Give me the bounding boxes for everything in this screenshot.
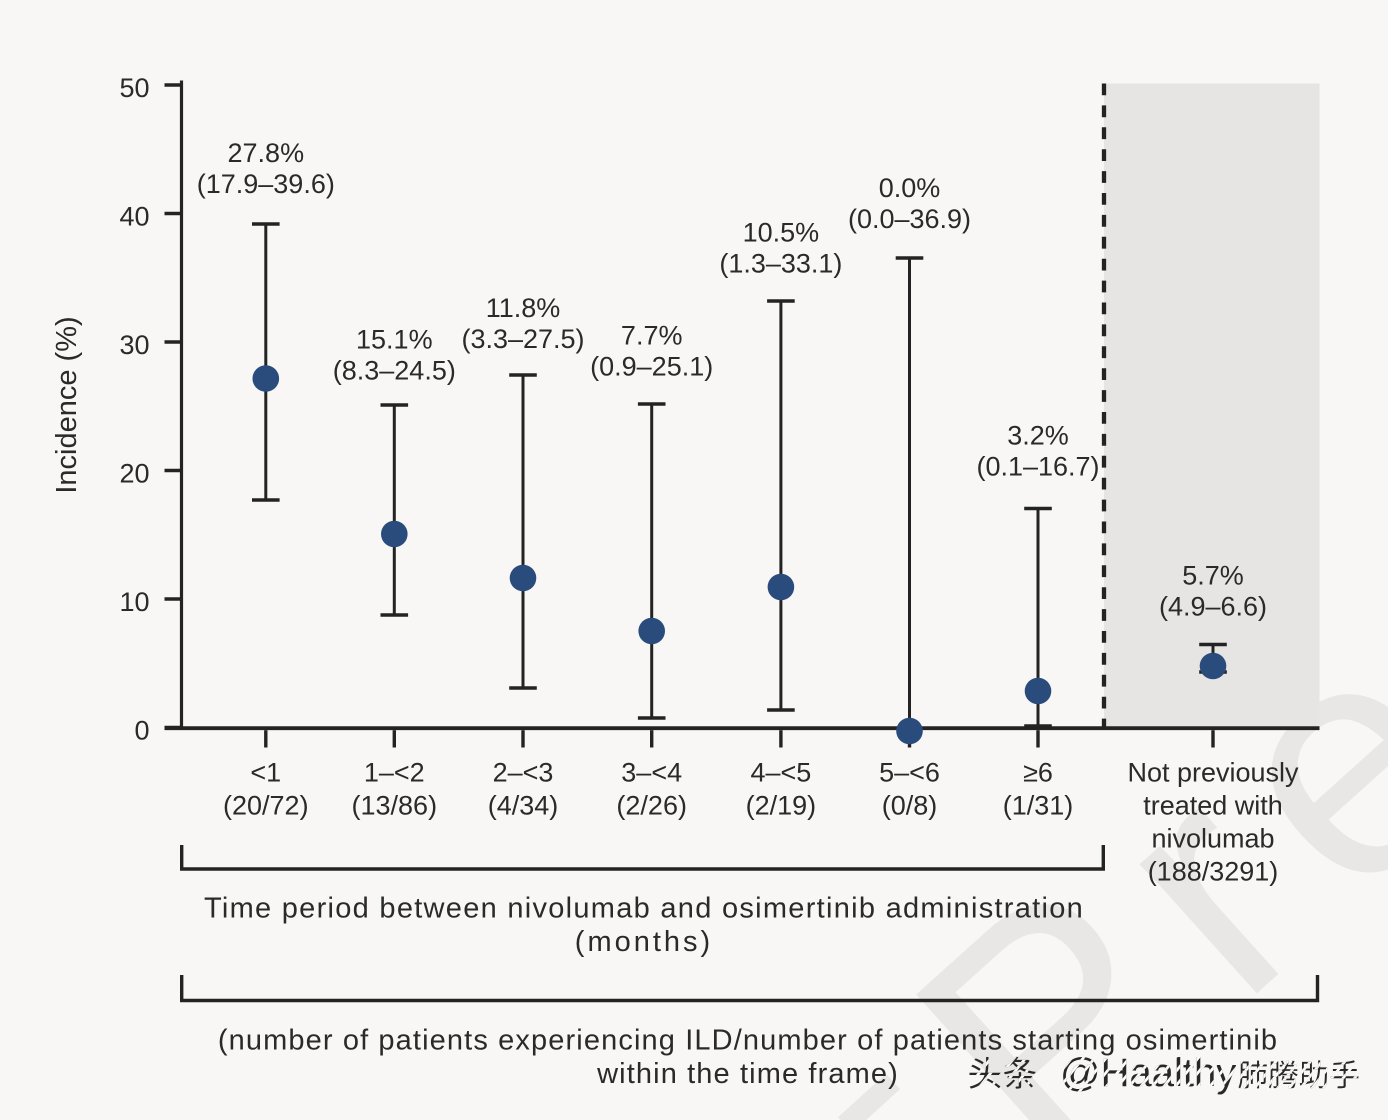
svg-text:(8.3–24.5): (8.3–24.5) xyxy=(333,356,456,386)
svg-text:(0.9–25.1): (0.9–25.1) xyxy=(590,352,713,382)
svg-text:30: 30 xyxy=(119,330,149,360)
svg-text:1–<2: 1–<2 xyxy=(364,758,425,788)
svg-text:20: 20 xyxy=(119,459,149,489)
svg-text:11.8%: 11.8% xyxy=(486,293,561,323)
svg-text:(2/26): (2/26) xyxy=(616,791,687,821)
svg-text:@Haalthy: @Haalthy xyxy=(1060,1051,1236,1095)
svg-text:3–<4: 3–<4 xyxy=(621,758,682,788)
svg-text:(4/34): (4/34) xyxy=(488,791,559,821)
svg-text:(2/19): (2/19) xyxy=(746,791,817,821)
svg-text:(1.3–33.1): (1.3–33.1) xyxy=(719,249,842,279)
svg-text:(188/3291): (188/3291) xyxy=(1148,857,1279,887)
svg-text:5.7%: 5.7% xyxy=(1182,561,1244,591)
svg-text:4–<5: 4–<5 xyxy=(750,758,811,788)
svg-text:<1: <1 xyxy=(250,758,281,788)
svg-text:(1/31): (1/31) xyxy=(1003,791,1074,821)
svg-text:(3.3–27.5): (3.3–27.5) xyxy=(461,324,584,354)
svg-text:10: 10 xyxy=(119,587,149,617)
svg-text:5–<6: 5–<6 xyxy=(879,758,940,788)
svg-text:treated with: treated with xyxy=(1143,791,1283,821)
svg-text:15.1%: 15.1% xyxy=(356,325,433,355)
svg-text:(20/72): (20/72) xyxy=(223,791,309,821)
svg-text:Not previously: Not previously xyxy=(1127,758,1299,788)
svg-text:Time period between nivolumab: Time period between nivolumab and osimer… xyxy=(204,893,1084,925)
svg-text:(17.9–39.6): (17.9–39.6) xyxy=(197,169,335,199)
svg-text:0.0%: 0.0% xyxy=(879,173,941,203)
svg-text:(0.0–36.9): (0.0–36.9) xyxy=(848,204,971,234)
svg-text:40: 40 xyxy=(119,202,149,232)
svg-text:(months): (months) xyxy=(575,926,713,958)
svg-text:50: 50 xyxy=(119,73,149,103)
svg-text:2–<3: 2–<3 xyxy=(493,758,554,788)
svg-text:(13/86): (13/86) xyxy=(352,791,438,821)
svg-text:27.8%: 27.8% xyxy=(228,138,305,168)
svg-text:≥6: ≥6 xyxy=(1023,758,1053,788)
svg-text:10.5%: 10.5% xyxy=(743,218,820,248)
svg-text:7.7%: 7.7% xyxy=(621,321,683,351)
svg-text:nivolumab: nivolumab xyxy=(1151,824,1274,854)
svg-text:0: 0 xyxy=(134,716,149,746)
svg-text:within the time frame): within the time frame) xyxy=(596,1058,899,1090)
svg-text:(4.9–6.6): (4.9–6.6) xyxy=(1159,592,1267,622)
svg-text:3.2%: 3.2% xyxy=(1007,421,1069,451)
svg-text:(0.1–16.7): (0.1–16.7) xyxy=(976,452,1099,482)
svg-text:(0/8): (0/8) xyxy=(882,791,938,821)
svg-text:Incidence (%): Incidence (%) xyxy=(51,316,83,493)
